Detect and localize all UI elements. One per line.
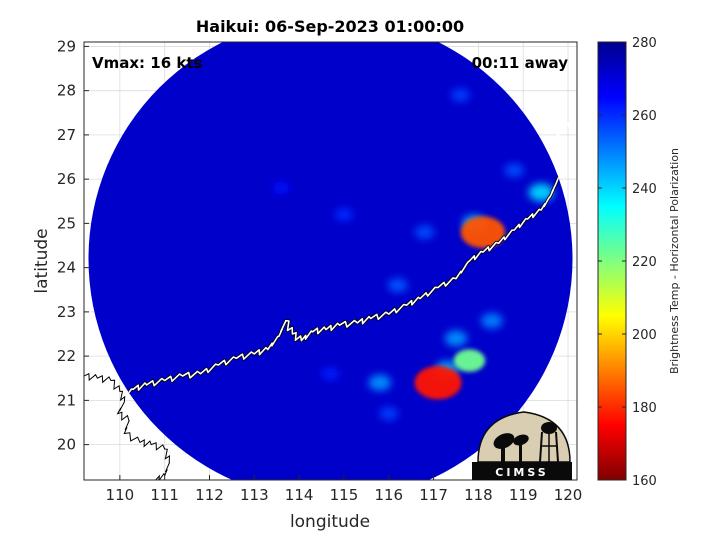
y-tick-label: 21 <box>57 391 76 409</box>
x-tick-label: 119 <box>509 486 538 504</box>
chart-title: Haikui: 06-Sep-2023 01:00:00 <box>196 17 464 36</box>
y-tick-label: 24 <box>57 259 76 277</box>
y-tick-label: 27 <box>57 126 76 144</box>
colorbar-tick-label: 260 <box>632 109 657 124</box>
colorbar-tick-label: 280 <box>632 36 657 51</box>
brightness-feature <box>444 330 468 347</box>
x-tick-label: 120 <box>554 486 583 504</box>
vmax-label: Vmax: 16 kts <box>92 54 202 72</box>
colorbar-gradient <box>597 41 627 481</box>
logo-text: CIMSS <box>495 466 548 479</box>
colorbar-tick-label: 240 <box>632 182 657 197</box>
x-ticks: 110 111 112 113 114 115 116 117 118 119 120 <box>106 475 583 504</box>
x-tick-label: 117 <box>419 486 448 504</box>
x-tick-label: 110 <box>106 486 135 504</box>
brightness-feature <box>451 88 470 102</box>
brightness-feature <box>453 349 486 372</box>
x-tick-label: 111 <box>150 486 179 504</box>
water-tower-icon <box>539 422 559 463</box>
x-tick-label: 114 <box>285 486 314 504</box>
brightness-features <box>272 88 554 421</box>
x-tick-label: 118 <box>464 486 493 504</box>
plot-area: 110 111 112 113 114 115 116 117 118 119 120 20 21 22… <box>57 37 583 504</box>
colorbar-label: Brightness Temp - Horizontal Polarizatio… <box>668 148 681 374</box>
time-offset-label: 00:11 away <box>472 54 569 72</box>
x-tick-label: 116 <box>374 486 403 504</box>
colorbar-ticks: 160 180 200 220 240 260 280 <box>598 36 657 489</box>
x-tick-label: 113 <box>240 486 269 504</box>
y-tick-label: 23 <box>57 303 76 321</box>
x-tick-label: 112 <box>195 486 224 504</box>
brightness-feature <box>528 183 554 202</box>
y-tick-label: 25 <box>57 214 76 232</box>
y-ticks: 20 21 22 23 24 25 26 27 28 29 <box>57 37 89 454</box>
x-axis-label: longitude <box>290 512 370 532</box>
colorbar-tick-label: 180 <box>632 401 657 416</box>
colorbar-tick-label: 220 <box>632 255 657 270</box>
y-tick-label: 26 <box>57 170 76 188</box>
brightness-feature <box>334 208 354 222</box>
coastline <box>118 151 573 402</box>
brightness-feature <box>379 406 399 421</box>
colorbar-tick-label: 200 <box>632 328 657 343</box>
land-outline <box>84 372 171 480</box>
brightness-feature <box>272 182 290 194</box>
y-tick-label: 29 <box>57 37 76 55</box>
brightness-feature <box>460 216 506 249</box>
brightness-feature <box>414 365 462 400</box>
satellite-dish-icon <box>493 433 529 462</box>
coastline-line <box>119 151 573 401</box>
brightness-feature <box>387 278 408 293</box>
y-tick-label: 20 <box>57 436 76 454</box>
y-tick-label: 28 <box>57 82 76 100</box>
brightness-feature <box>321 367 340 381</box>
brightness-feature <box>368 374 391 391</box>
colorbar: 160 180 200 220 240 260 280 Brightness Temp - … <box>597 36 681 489</box>
colorbar-tick-label: 160 <box>632 474 657 489</box>
brightness-feature <box>414 225 435 240</box>
brightness-feature <box>480 312 503 329</box>
logo-base <box>472 462 572 480</box>
plot-frame <box>83 41 578 481</box>
coastline-outside-swath <box>554 117 577 140</box>
brightness-feature <box>504 163 525 178</box>
x-tick-label: 115 <box>330 486 359 504</box>
y-tick-label: 22 <box>57 347 76 365</box>
cimss-logo: CIMSS <box>472 411 572 480</box>
y-axis-label: latitude <box>32 228 52 293</box>
